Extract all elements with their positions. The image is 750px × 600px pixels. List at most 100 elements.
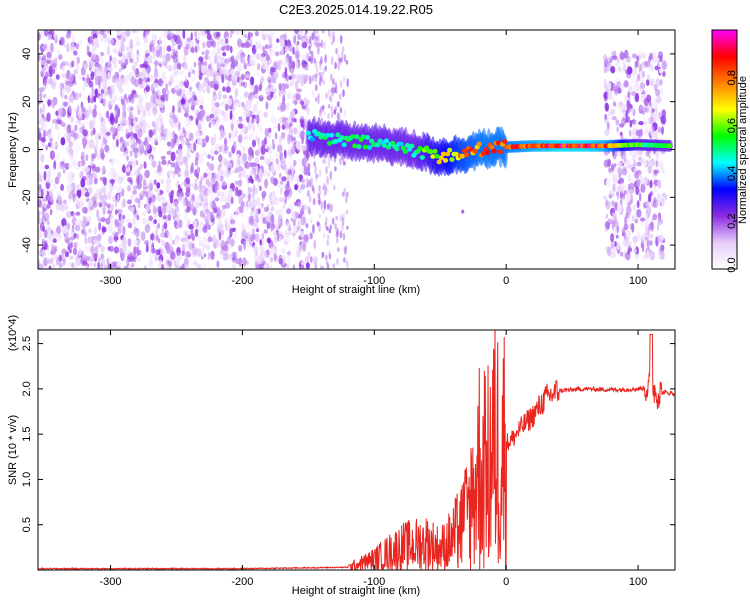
noise-blob [611,212,617,217]
noise-blob [191,194,195,201]
ridge-cell [434,153,440,159]
ridge-cell [472,148,478,154]
noise-blob [278,257,283,265]
noise-blob [70,129,76,138]
ridge-cell [333,139,339,144]
noise-blob [131,158,137,167]
noise-blob [259,155,265,161]
noise-blob [118,59,122,65]
noise-blob [133,261,137,267]
noise-blob [174,240,180,247]
noise-blob [103,177,107,186]
noise-blob [207,236,213,243]
noise-blob [622,168,628,176]
noise-blob [305,262,310,269]
ridge-cell [491,148,497,154]
noise-blob [41,44,48,50]
noise-blob [113,62,118,69]
noise-blob [269,257,274,262]
noise-blob [249,201,255,209]
noise-blob [636,200,640,209]
noise-blob [142,68,146,73]
noise-blob [645,149,650,157]
noise-blob [279,152,284,161]
noise-blob [273,123,278,129]
noise-blob [284,83,290,89]
noise-blob [626,65,630,76]
noise-blob [195,65,199,71]
noise-blob [177,167,181,172]
noise-blob [116,30,122,37]
x-tick-label: -100 [363,576,385,588]
noise-blob [320,200,324,211]
noise-blob [68,46,74,53]
noise-blob [214,54,218,65]
ridge-cell [356,144,362,150]
noise-blob [54,176,60,185]
noise-blob [58,259,62,269]
noise-blob [71,34,76,44]
noise-blob [297,74,301,81]
noise-blob [146,183,152,192]
noise-blob [107,235,113,245]
noise-blob [128,256,134,263]
noise-blob [209,80,215,88]
noise-blob [652,187,656,198]
spectrogram-marks [38,30,673,269]
noise-blob [644,231,650,240]
noise-blob [81,137,88,147]
noise-blob [83,229,88,239]
noise-blob [461,209,465,214]
noise-blob [254,51,258,62]
noise-blob [149,156,153,165]
noise-blob [145,86,150,92]
noise-blob [140,231,146,241]
noise-blob [59,163,63,169]
noise-blob [268,133,272,139]
noise-blob [635,215,639,225]
noise-blob [161,224,165,234]
noise-blob [637,171,642,177]
noise-blob [231,115,236,123]
noise-blob [62,258,66,266]
noise-blob [38,184,42,193]
snr-y-multiplier: (x10^4) [7,315,19,351]
noise-blob [323,182,326,191]
noise-blob [227,98,232,106]
noise-blob [157,189,160,195]
noise-blob [312,224,315,234]
noise-blob [282,162,287,169]
noise-blob [317,199,321,205]
noise-blob [185,43,190,50]
noise-blob [282,238,288,245]
noise-blob [38,87,45,93]
noise-blob [259,263,263,269]
noise-blob [641,106,646,115]
noise-blob [615,234,619,239]
noise-blob [258,202,264,210]
noise-blob [651,200,657,208]
noise-blob [203,223,208,230]
x-tick-label: 0 [503,275,509,287]
noise-blob [336,258,339,266]
ridge-cell [453,151,459,157]
noise-blob [42,77,48,86]
noise-blob [160,155,166,160]
noise-blob [80,151,85,157]
noise-blob [186,130,193,140]
noise-blob [295,140,301,150]
noise-blob [299,130,306,140]
noise-blob [215,116,222,126]
noise-blob [125,218,131,223]
noise-blob [620,150,626,160]
noise-blob [197,100,203,106]
noise-blob [154,254,158,262]
noise-blob [212,234,217,244]
noise-blob [47,200,51,206]
noise-blob [324,185,328,195]
noise-blob [342,232,346,241]
noise-blob [639,84,644,94]
noise-blob [632,53,637,59]
noise-blob [154,91,159,98]
noise-blob [144,169,150,179]
